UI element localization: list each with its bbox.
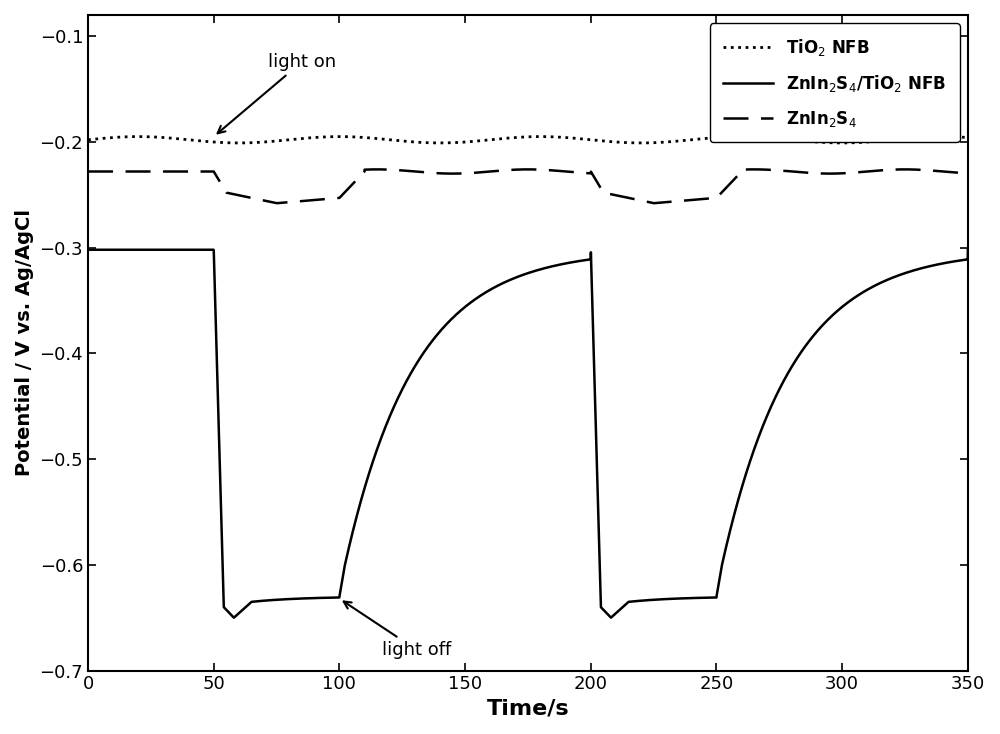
TiO$_2$ NFB bbox=[677, 137, 689, 145]
TiO$_2$ NFB bbox=[836, 139, 848, 148]
ZnIn$_2$S$_4$ bbox=[899, 165, 911, 174]
ZnIn$_2$S$_4$ bbox=[962, 167, 974, 176]
TiO$_2$ NFB bbox=[432, 139, 444, 148]
X-axis label: Time/s: Time/s bbox=[487, 699, 569, 719]
Line: ZnIn$_2$S$_4$: ZnIn$_2$S$_4$ bbox=[88, 170, 968, 203]
ZnIn$_2$S$_4$/TiO$_2$ NFB bbox=[414, 353, 426, 362]
TiO$_2$ NFB bbox=[508, 133, 520, 142]
ZnIn$_2$S$_4$/TiO$_2$ NFB bbox=[962, 245, 974, 254]
ZnIn$_2$S$_4$ bbox=[677, 196, 689, 205]
TiO$_2$ NFB bbox=[962, 133, 974, 142]
ZnIn$_2$S$_4$/TiO$_2$ NFB bbox=[508, 274, 520, 283]
ZnIn$_2$S$_4$/TiO$_2$ NFB bbox=[82, 245, 94, 254]
ZnIn$_2$S$_4$ bbox=[271, 199, 283, 208]
ZnIn$_2$S$_4$/TiO$_2$ NFB bbox=[128, 245, 140, 254]
TiO$_2$ NFB bbox=[312, 133, 324, 142]
ZnIn$_2$S$_4$ bbox=[414, 167, 426, 176]
ZnIn$_2$S$_4$ bbox=[128, 167, 140, 176]
ZnIn$_2$S$_4$/TiO$_2$ NFB bbox=[228, 614, 240, 622]
ZnIn$_2$S$_4$ bbox=[508, 165, 520, 174]
Line: ZnIn$_2$S$_4$/TiO$_2$ NFB: ZnIn$_2$S$_4$/TiO$_2$ NFB bbox=[88, 250, 968, 618]
TiO$_2$ NFB bbox=[937, 132, 949, 141]
ZnIn$_2$S$_4$/TiO$_2$ NFB bbox=[677, 594, 689, 603]
Y-axis label: Potential / V vs. Ag/AgCl: Potential / V vs. Ag/AgCl bbox=[15, 209, 34, 476]
TiO$_2$ NFB bbox=[128, 132, 140, 141]
ZnIn$_2$S$_4$/TiO$_2$ NFB bbox=[432, 330, 444, 338]
Line: TiO$_2$ NFB: TiO$_2$ NFB bbox=[88, 137, 968, 143]
Legend: TiO$_2$ NFB, ZnIn$_2$S$_4$/TiO$_2$ NFB, ZnIn$_2$S$_4$: TiO$_2$ NFB, ZnIn$_2$S$_4$/TiO$_2$ NFB, … bbox=[710, 23, 960, 142]
Text: light on: light on bbox=[218, 53, 336, 134]
ZnIn$_2$S$_4$/TiO$_2$ NFB bbox=[313, 594, 325, 603]
TiO$_2$ NFB bbox=[82, 135, 94, 144]
TiO$_2$ NFB bbox=[414, 138, 426, 147]
ZnIn$_2$S$_4$ bbox=[432, 169, 444, 178]
ZnIn$_2$S$_4$ bbox=[313, 195, 325, 204]
Text: light off: light off bbox=[344, 601, 451, 659]
ZnIn$_2$S$_4$ bbox=[82, 167, 94, 176]
